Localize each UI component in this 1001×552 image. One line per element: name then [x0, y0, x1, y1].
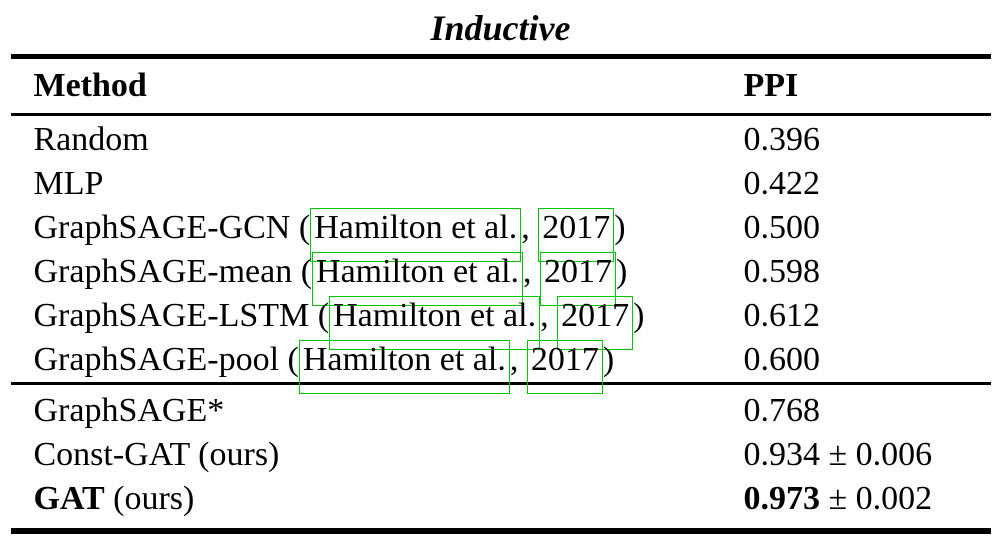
text-segment: 0.422	[743, 165, 821, 202]
table-row: Const-GAT (ours) 0.934 ± 0.006	[11, 433, 991, 477]
rule-below-header	[10, 113, 991, 116]
method-cell: GraphSAGE-GCN (Hamilton et al., 2017)	[11, 206, 744, 262]
text-segment: GraphSAGE-LSTM (	[33, 297, 330, 334]
text-segment: MLP	[33, 165, 104, 202]
rule-top	[10, 54, 991, 59]
text-segment: Const-GAT (ours)	[33, 436, 280, 473]
text-segment: ,	[521, 209, 539, 246]
text-segment: GraphSAGE*	[33, 392, 225, 429]
ppi-value-cell: 0.600	[744, 338, 991, 382]
text-segment: ,	[509, 341, 527, 378]
ppi-value-cell: 0.396	[744, 118, 991, 162]
ppi-value-cell: 0.612	[744, 294, 991, 338]
ppi-value-cell: 0.500	[744, 206, 991, 250]
method-cell: MLP	[11, 162, 744, 206]
table-row: GraphSAGE-LSTM (Hamilton et al., 2017) 0.…	[11, 294, 991, 350]
text-segment: )	[602, 341, 615, 378]
ppi-value-cell: 0.598	[744, 250, 991, 294]
rule-mid	[10, 382, 991, 385]
text-segment: GraphSAGE-pool (	[33, 341, 299, 378]
citation-link[interactable]: 2017	[538, 208, 615, 262]
ppi-value-cell: 0.422	[744, 162, 991, 206]
citation-link[interactable]: 2017	[526, 340, 603, 394]
rule-bottom	[10, 528, 991, 534]
table-row: GraphSAGE-mean (Hamilton et al., 2017) 0.…	[11, 250, 991, 306]
text-segment: GraphSAGE-GCN (	[33, 209, 311, 246]
table-section-baselines: Random 0.396 MLP 0.422 GraphSAGE-GCN (Hamilt…	[11, 116, 991, 394]
table-row: GraphSAGE-pool (Hamilton et al., 2017) 0.…	[11, 338, 991, 394]
ppi-value-cell: 0.934 ± 0.006	[744, 433, 991, 477]
text-segment: )	[616, 253, 628, 290]
citation-link[interactable]: Hamilton et al.	[312, 252, 524, 306]
text-segment: )	[633, 297, 645, 334]
text-segment: ,	[523, 253, 541, 290]
col-header-method: Method	[33, 67, 147, 104]
table-row: GraphSAGE* 0.768	[11, 389, 991, 433]
text-segment: ± 0.002	[820, 480, 933, 517]
table-caption: Inductive	[430, 8, 571, 48]
col-header-ppi: PPI	[743, 67, 799, 104]
header-row: Method PPI	[11, 59, 991, 113]
ppi-value-cell: 0.768	[744, 389, 991, 433]
text-segment: 0.598	[743, 253, 821, 290]
text-segment: GraphSAGE-mean (	[33, 253, 313, 290]
method-cell: GraphSAGE-LSTM (Hamilton et al., 2017)	[11, 294, 744, 350]
table-row: GAT (ours) 0.973 ± 0.002	[11, 477, 991, 521]
table-row: GraphSAGE-GCN (Hamilton et al., 2017) 0.5…	[11, 206, 991, 262]
text-segment: 0.973	[743, 480, 821, 517]
text-segment: ,	[540, 297, 558, 334]
table-section-ours: GraphSAGE* 0.768 Const-GAT (ours) 0.934 ± 0…	[11, 385, 991, 528]
text-segment: 0.500	[743, 209, 821, 246]
results-table: Method PPI Random 0.396 MLP 0.422 GraphSAGE-…	[10, 54, 991, 534]
method-cell: GraphSAGE-pool (Hamilton et al., 2017)	[11, 338, 744, 394]
method-cell: GraphSAGE*	[11, 389, 744, 433]
text-segment: 0.600	[743, 341, 821, 378]
method-cell: Random	[11, 118, 744, 162]
text-segment: 0.612	[743, 297, 821, 334]
text-segment: GAT	[33, 480, 105, 517]
text-segment: 0.934 ± 0.006	[743, 436, 933, 473]
text-segment: 0.768	[743, 392, 821, 429]
method-cell: Const-GAT (ours)	[11, 433, 744, 477]
citation-link[interactable]: Hamilton et al.	[298, 340, 510, 394]
method-cell: GraphSAGE-mean (Hamilton et al., 2017)	[11, 250, 744, 306]
citation-link[interactable]: Hamilton et al.	[310, 208, 522, 262]
text-segment: Random	[33, 121, 149, 158]
text-segment: 0.396	[743, 121, 821, 158]
table-row: MLP 0.422	[11, 162, 991, 206]
text-segment: (ours)	[104, 480, 195, 517]
method-cell: GAT (ours)	[11, 477, 744, 521]
citation-link[interactable]: 2017	[540, 252, 617, 306]
text-segment: )	[614, 209, 626, 246]
table-row: Random 0.396	[11, 118, 991, 162]
citation-link[interactable]: Hamilton et al.	[329, 296, 541, 350]
citation-link[interactable]: 2017	[557, 296, 634, 350]
ppi-value-cell: 0.973 ± 0.002	[744, 477, 991, 521]
